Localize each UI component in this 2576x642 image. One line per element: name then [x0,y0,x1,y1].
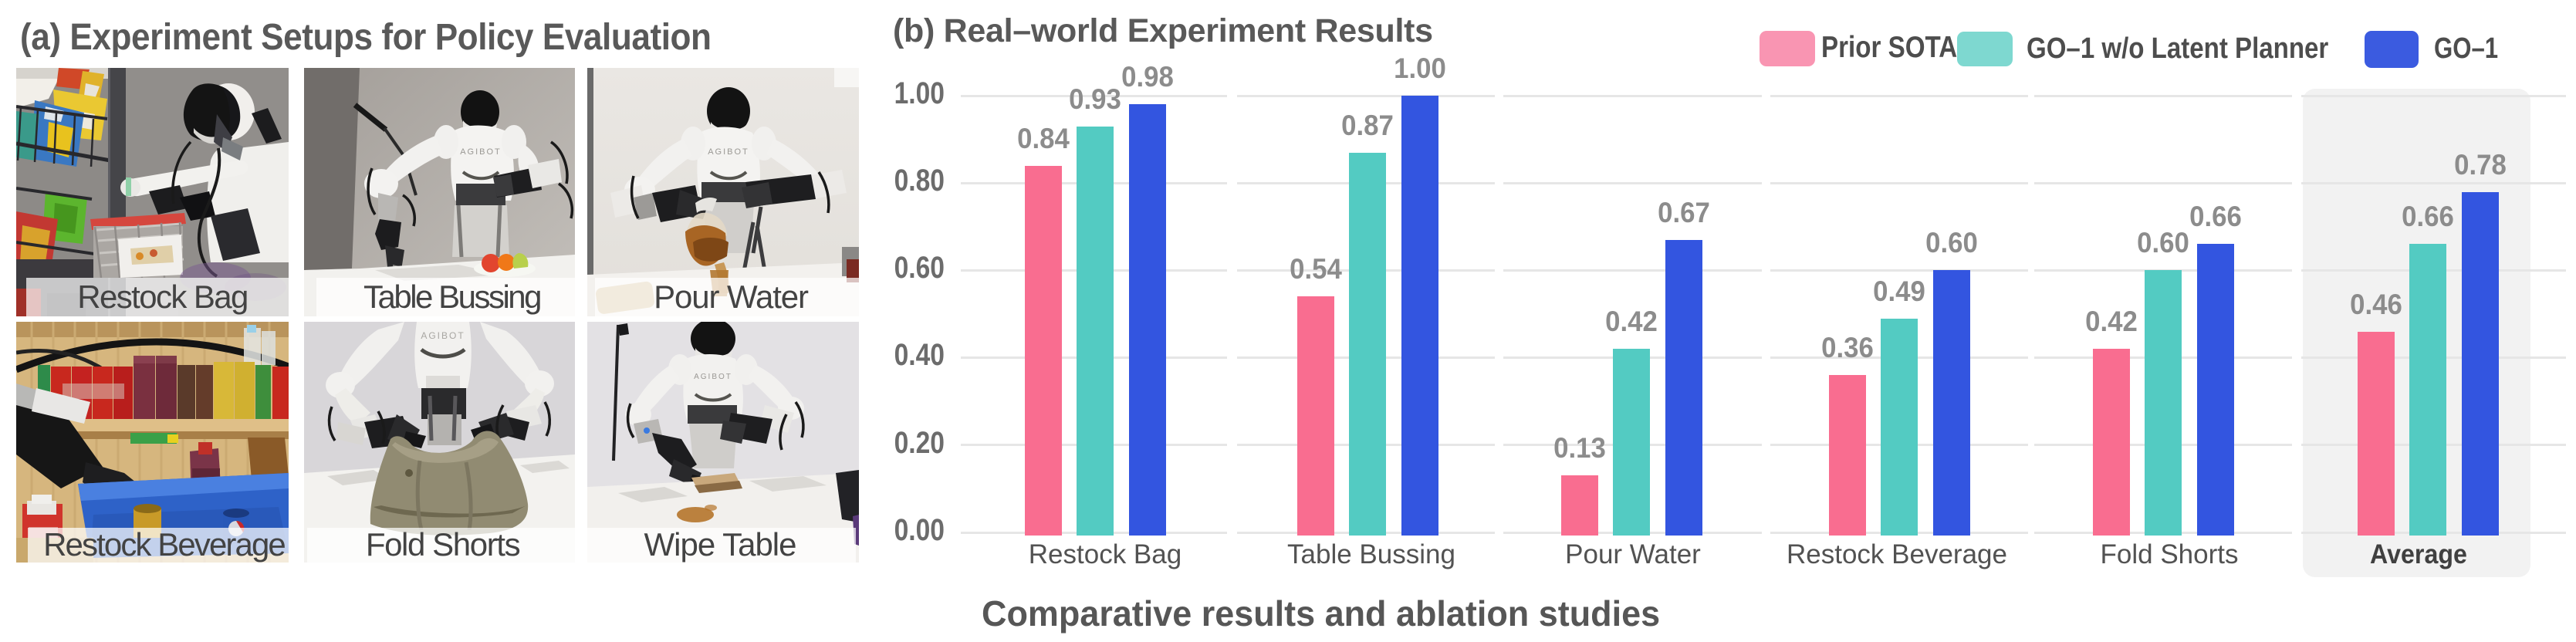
svg-text:AGIBOT: AGIBOT [708,147,749,157]
svg-text:AGIBOT: AGIBOT [460,147,502,157]
svg-text:AGIBOT: AGIBOT [694,373,732,381]
svg-text:AGIBOT: AGIBOT [421,330,465,341]
